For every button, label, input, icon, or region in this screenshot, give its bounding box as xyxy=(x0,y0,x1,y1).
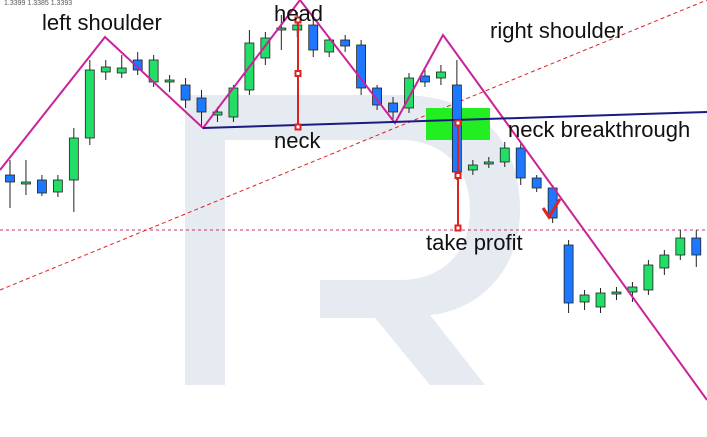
check-mark xyxy=(541,198,562,220)
candle-body xyxy=(356,44,367,89)
price-header: 1.3399 1.3385 1.3393 xyxy=(4,0,72,7)
head-height xyxy=(294,16,302,131)
candle-body xyxy=(436,71,446,79)
candle-body xyxy=(132,59,143,71)
trend-line xyxy=(0,0,707,291)
watermark xyxy=(185,95,520,385)
candle-body xyxy=(180,84,191,101)
candle-body xyxy=(260,37,271,59)
candle-body xyxy=(579,294,590,303)
annotation: neck xyxy=(274,128,321,153)
candle-body xyxy=(595,292,606,308)
annotation: neck breakthrough xyxy=(508,117,690,142)
candle-body xyxy=(164,79,175,83)
candle-body xyxy=(5,174,15,183)
candle-body xyxy=(84,69,95,139)
annotation: left shoulder xyxy=(42,10,162,35)
candle-body xyxy=(37,179,47,194)
candle-body xyxy=(451,84,462,173)
candle-body xyxy=(100,66,111,73)
candle-body xyxy=(340,39,351,47)
candle-body xyxy=(372,87,382,106)
annotation: right shoulder xyxy=(490,18,623,43)
annotation: head xyxy=(274,1,323,26)
candle-body xyxy=(420,75,430,83)
candle-body xyxy=(659,254,670,269)
candle-body xyxy=(388,102,398,113)
candle-body xyxy=(324,39,335,53)
candle-body xyxy=(308,24,319,51)
candle-body xyxy=(675,237,686,256)
candle-body xyxy=(116,67,127,74)
candle-body xyxy=(68,137,79,181)
candle-body xyxy=(691,237,702,256)
candle-body xyxy=(611,291,622,295)
candle-body xyxy=(404,77,414,109)
candle-body xyxy=(515,147,526,179)
candle-body xyxy=(563,244,574,304)
candle-body xyxy=(499,147,510,163)
annotation: take profit xyxy=(426,230,523,255)
take-profit-height xyxy=(454,119,462,232)
candle-body xyxy=(196,97,207,113)
candles xyxy=(5,12,702,313)
candle-body xyxy=(643,264,654,291)
candle-body xyxy=(483,161,494,165)
candle-body xyxy=(467,164,478,171)
candle-body xyxy=(21,181,31,185)
candle-body xyxy=(52,179,63,193)
pattern-zigzag xyxy=(0,0,707,401)
candle-body xyxy=(531,177,542,189)
